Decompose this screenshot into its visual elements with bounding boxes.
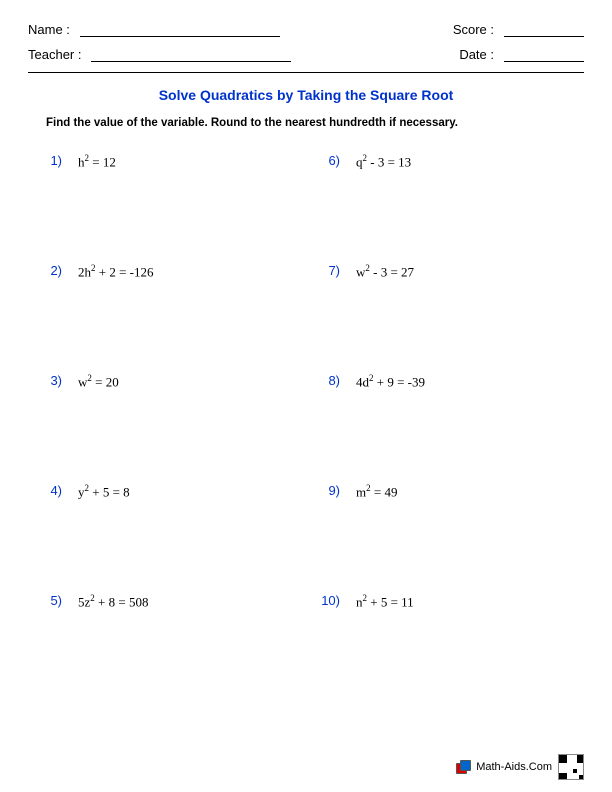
problem-item: 5) 5z2 + 8 = 508 [38,593,306,703]
problem-number: 4) [38,483,62,498]
problem-expression: n2 + 5 = 11 [356,593,414,610]
problems-grid: 1) h2 = 12 6) q2 - 3 = 13 2) 2h2 + 2 = -… [28,153,584,703]
problem-expression: m2 = 49 [356,483,397,500]
problem-expression: 4d2 + 9 = -39 [356,373,425,390]
problem-item: 9) m2 = 49 [316,483,584,593]
problem-number: 8) [316,373,340,388]
date-blank [504,48,584,62]
qr-icon [558,754,584,780]
problem-number: 1) [38,153,62,168]
problem-expression: q2 - 3 = 13 [356,153,411,170]
teacher-label: Teacher : [28,47,81,62]
score-blank [504,23,584,37]
problem-item: 1) h2 = 12 [38,153,306,263]
problem-number: 9) [316,483,340,498]
problem-item: 4) y2 + 5 = 8 [38,483,306,593]
problem-number: 7) [316,263,340,278]
name-blank [80,23,280,37]
dice-icon [456,760,470,774]
problem-number: 2) [38,263,62,278]
problem-item: 6) q2 - 3 = 13 [316,153,584,263]
problem-item: 3) w2 = 20 [38,373,306,483]
problem-number: 6) [316,153,340,168]
problem-number: 5) [38,593,62,608]
worksheet-title: Solve Quadratics by Taking the Square Ro… [28,87,584,103]
problem-expression: w2 = 20 [78,373,119,390]
footer: Math-Aids.Com [456,754,584,780]
problem-expression: 2h2 + 2 = -126 [78,263,154,280]
problem-number: 10) [316,593,340,608]
problem-item: 2) 2h2 + 2 = -126 [38,263,306,373]
problem-item: 8) 4d2 + 9 = -39 [316,373,584,483]
teacher-blank [91,48,291,62]
instructions-text: Find the value of the variable. Round to… [46,117,584,129]
header-divider [28,72,584,73]
problem-number: 3) [38,373,62,388]
name-label: Name : [28,22,70,37]
problem-item: 7) w2 - 3 = 27 [316,263,584,373]
problem-expression: h2 = 12 [78,153,116,170]
footer-site: Math-Aids.Com [476,761,552,773]
score-label: Score : [453,22,494,37]
problem-expression: w2 - 3 = 27 [356,263,414,280]
problem-expression: 5z2 + 8 = 508 [78,593,148,610]
problem-expression: y2 + 5 = 8 [78,483,130,500]
problem-item: 10) n2 + 5 = 11 [316,593,584,703]
date-label: Date : [459,47,494,62]
